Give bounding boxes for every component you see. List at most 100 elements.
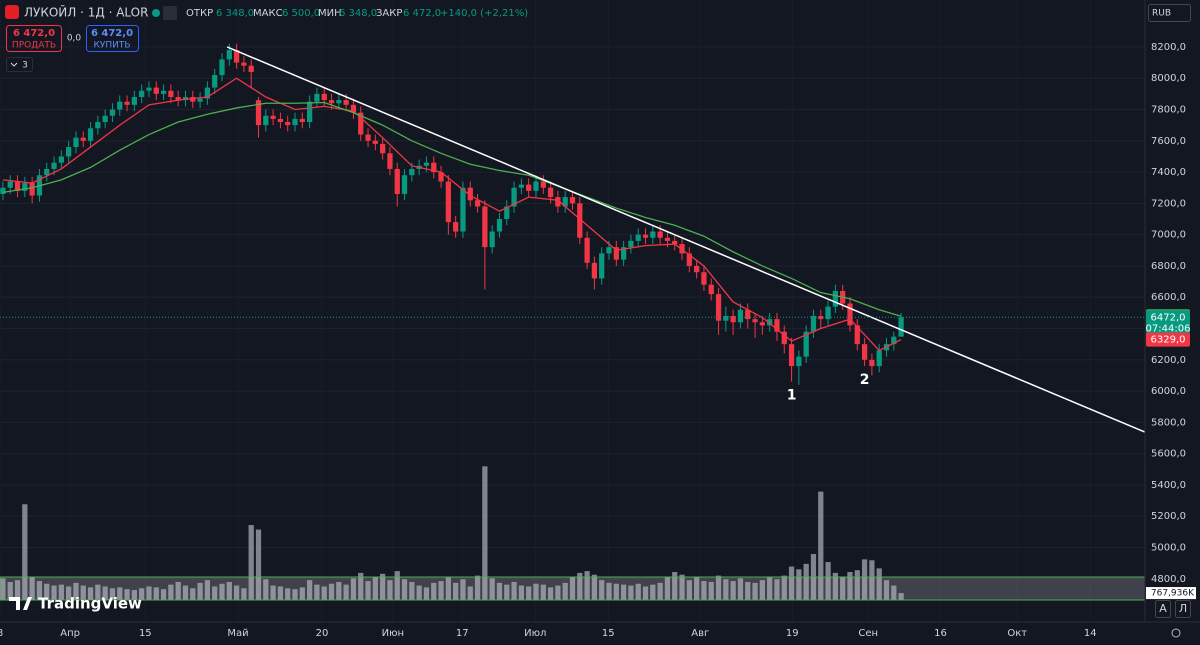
- candle-body: [197, 98, 203, 102]
- candle-body: [44, 168, 50, 176]
- candle-body: [328, 100, 335, 104]
- volume-bar: [555, 585, 561, 600]
- volume-bar: [628, 585, 634, 600]
- candle-body: [87, 128, 94, 141]
- volume-bar: [124, 589, 130, 600]
- x-tick-label: 16: [934, 628, 947, 639]
- volume-bar: [767, 576, 773, 600]
- volume-bar: [796, 569, 802, 600]
- volume-bar: [153, 587, 159, 600]
- candle-body: [723, 316, 729, 321]
- candle-body: [460, 187, 466, 232]
- volume-pane: [0, 466, 904, 600]
- candle-body: [14, 181, 21, 191]
- volume-bar: [350, 578, 357, 600]
- log-button[interactable]: [1175, 600, 1191, 618]
- candle-body: [547, 187, 554, 198]
- settings-icon[interactable]: [1171, 628, 1181, 638]
- volume-bar: [840, 577, 846, 600]
- volume-bar: [175, 581, 181, 600]
- volume-bar: [0, 578, 6, 600]
- x-tick-label: Июн: [382, 628, 404, 639]
- candle-body: [190, 96, 196, 102]
- last-price-label: 6472,0: [1151, 312, 1186, 323]
- candle-body: [204, 87, 211, 99]
- ohlc-value: 6 348,0: [339, 8, 377, 19]
- ohlc-label: МИН: [318, 8, 342, 19]
- volume-bar: [737, 578, 744, 600]
- y-tick-label: 4800,0: [1151, 574, 1186, 585]
- sell-price: 6 472,0: [13, 28, 55, 39]
- volume-bar: [540, 584, 546, 600]
- buy-button[interactable]: [86, 25, 139, 52]
- sell-button[interactable]: [6, 25, 62, 52]
- candle-body: [7, 181, 13, 188]
- log-label: Л: [1179, 602, 1187, 615]
- candle-body: [22, 183, 28, 191]
- candle-body: [474, 200, 481, 207]
- candle-body: [306, 101, 313, 123]
- volume-bar: [263, 579, 269, 600]
- volume-bar: [847, 572, 853, 600]
- volume-bar: [620, 584, 627, 600]
- candle-body: [263, 115, 269, 126]
- x-tick-label: 14: [1084, 628, 1097, 639]
- x-tick-label: Июл: [524, 628, 546, 639]
- volume-bar: [182, 585, 189, 600]
- candle-body: [51, 162, 57, 169]
- candle-body: [759, 322, 765, 326]
- volume-bar: [606, 582, 612, 600]
- brand: TradingView: [38, 595, 142, 613]
- candle-body: [292, 118, 298, 126]
- buy-price: 6 472,0: [91, 28, 133, 39]
- volume-bar: [212, 586, 218, 600]
- indicators-toggle[interactable]: [6, 57, 33, 72]
- status-icon: [163, 6, 177, 20]
- annotation: 2: [860, 372, 870, 388]
- x-tick-label: 15: [139, 628, 152, 639]
- candle-body: [599, 253, 605, 279]
- candle-body: [796, 356, 802, 367]
- volume-bar: [474, 575, 481, 600]
- candle-body: [876, 350, 882, 367]
- candle-body: [270, 115, 276, 119]
- volume-bar: [423, 587, 430, 600]
- candle-body: [825, 306, 831, 320]
- y-tick-label: 7200,0: [1151, 198, 1186, 209]
- volume-band: [0, 576, 1146, 601]
- volume-bar: [876, 568, 882, 600]
- volume-bar: [694, 577, 700, 600]
- x-tick-label: Авг: [691, 628, 709, 639]
- volume-bar: [131, 590, 137, 600]
- x-tick-label: Апр: [60, 628, 80, 639]
- countdown: 07:44:06: [1146, 323, 1191, 334]
- volume-bar: [453, 582, 459, 600]
- status-dot: [152, 9, 160, 17]
- candle-body: [423, 162, 430, 166]
- volume-bar: [80, 585, 86, 600]
- volume-bar: [270, 585, 276, 600]
- currency-button[interactable]: [1148, 4, 1191, 22]
- candle-body: [175, 96, 181, 101]
- volume-bar: [526, 586, 532, 600]
- volume-bar: [518, 585, 525, 600]
- volume-bar: [701, 581, 707, 600]
- auto-button[interactable]: [1155, 600, 1171, 618]
- candle-body: [372, 140, 378, 144]
- volume-bar: [401, 579, 408, 600]
- y-tick-label: 8200,0: [1151, 42, 1186, 53]
- candle-body: [401, 175, 408, 194]
- candle-body: [102, 115, 108, 123]
- volume-bar: [233, 585, 240, 600]
- volume-bar: [569, 577, 576, 600]
- candle-body: [620, 247, 627, 260]
- candle-body: [160, 90, 167, 94]
- volume-bar: [438, 581, 444, 600]
- volume-bar: [416, 585, 422, 600]
- y-tick-label: 7000,0: [1151, 230, 1186, 241]
- volume-bar: [650, 584, 656, 600]
- volume-bar: [788, 566, 795, 600]
- candle-body: [869, 359, 875, 367]
- candle-body: [314, 93, 320, 102]
- volume-bar: [321, 586, 327, 600]
